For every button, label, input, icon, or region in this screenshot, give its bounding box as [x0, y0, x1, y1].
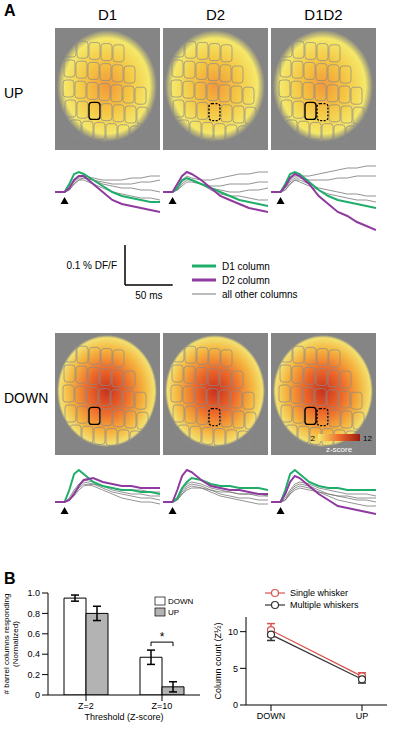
svg-text:10: 10 — [228, 627, 238, 637]
svg-text:Z=10: Z=10 — [152, 701, 173, 711]
html-text:D1: D1 — [97, 6, 118, 23]
svg-text:DOWN: DOWN — [168, 597, 194, 606]
svg-text:Multiple whiskers: Multiple whiskers — [290, 600, 359, 610]
svg-text:1.0: 1.0 — [27, 588, 40, 598]
svg-text:z-score: z-score — [326, 445, 353, 454]
svg-text:Threshold (Z-score): Threshold (Z-score) — [84, 712, 163, 722]
svg-text:# barrel columns responding(No: # barrel columns responding(Normalized) — [2, 594, 20, 695]
svg-text:12: 12 — [363, 434, 372, 443]
svg-text:50 ms: 50 ms — [135, 290, 162, 301]
svg-text:0: 0 — [35, 690, 40, 700]
svg-text:Column count (Z½): Column count (Z½) — [213, 622, 223, 699]
html-text:A: A — [4, 2, 16, 19]
svg-text:Z=2: Z=2 — [78, 701, 94, 711]
svg-text:all other columns: all other columns — [222, 289, 298, 300]
html-text:D2: D2 — [205, 6, 226, 23]
svg-text:*: * — [160, 630, 165, 644]
svg-text:D1 column: D1 column — [222, 261, 270, 272]
svg-text:UP: UP — [356, 711, 369, 721]
svg-text:0.4: 0.4 — [27, 649, 40, 659]
svg-text:0.1 % DF/F: 0.1 % DF/F — [66, 260, 117, 271]
html-text:DOWN: DOWN — [4, 390, 49, 406]
svg-text:0: 0 — [233, 700, 238, 710]
svg-text:D2 column: D2 column — [222, 275, 270, 286]
html-text:B: B — [4, 570, 16, 587]
svg-text:Single whisker: Single whisker — [290, 588, 348, 598]
svg-text:2: 2 — [311, 434, 316, 443]
svg-text:DOWN: DOWN — [257, 711, 286, 721]
svg-text:5: 5 — [233, 664, 238, 674]
svg-text:0.8: 0.8 — [27, 609, 40, 619]
svg-text:0.6: 0.6 — [27, 629, 40, 639]
html-text:UP: UP — [4, 85, 24, 101]
svg-text:0.2: 0.2 — [27, 670, 40, 680]
html-text:D1D2: D1D2 — [304, 6, 343, 23]
svg-text:UP: UP — [168, 608, 179, 617]
